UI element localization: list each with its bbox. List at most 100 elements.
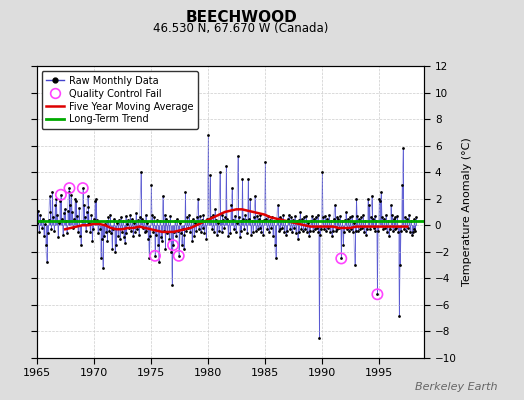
- Point: [111, 249, 119, 255]
- Point: [403, 225, 412, 231]
- Point: [409, 226, 418, 232]
- Point: [192, 227, 200, 234]
- Point: [262, 216, 270, 222]
- Point: [46, 209, 54, 215]
- Point: [63, 208, 72, 214]
- Point: [114, 233, 122, 239]
- Point: [400, 226, 408, 232]
- Point: [336, 213, 344, 219]
- Point: [351, 227, 359, 234]
- Point: [333, 226, 342, 232]
- Point: [186, 229, 194, 235]
- Y-axis label: Temperature Anomaly (°C): Temperature Anomaly (°C): [462, 138, 472, 286]
- Point: [173, 227, 182, 234]
- Point: [311, 226, 319, 232]
- Legend: Raw Monthly Data, Quality Control Fail, Five Year Moving Average, Long-Term Tren: Raw Monthly Data, Quality Control Fail, …: [41, 71, 198, 129]
- Point: [209, 212, 217, 218]
- Point: [302, 213, 310, 219]
- Point: [189, 216, 197, 222]
- Point: [73, 213, 81, 219]
- Point: [275, 214, 283, 220]
- Point: [290, 213, 299, 219]
- Point: [113, 220, 121, 226]
- Point: [193, 196, 202, 202]
- Point: [171, 218, 179, 224]
- Point: [134, 217, 142, 223]
- Point: [39, 216, 47, 222]
- Point: [387, 212, 396, 218]
- Point: [328, 233, 336, 239]
- Point: [355, 216, 364, 222]
- Point: [50, 227, 59, 234]
- Point: [366, 226, 374, 232]
- Point: [172, 233, 180, 239]
- Point: [61, 218, 70, 224]
- Point: [266, 217, 274, 223]
- Point: [135, 231, 143, 238]
- Point: [147, 182, 156, 189]
- Point: [331, 227, 340, 234]
- Point: [308, 213, 316, 219]
- Point: [159, 227, 168, 234]
- Point: [77, 242, 85, 248]
- Point: [236, 218, 245, 224]
- Point: [367, 193, 376, 199]
- Point: [360, 229, 368, 235]
- Point: [363, 226, 371, 232]
- Point: [72, 198, 80, 204]
- Point: [388, 227, 397, 234]
- Point: [267, 225, 275, 231]
- Point: [341, 217, 350, 223]
- Point: [193, 214, 201, 220]
- Point: [367, 214, 375, 220]
- Point: [97, 235, 106, 242]
- Point: [151, 253, 159, 259]
- Point: [146, 233, 155, 239]
- Point: [117, 214, 125, 220]
- Point: [118, 218, 127, 224]
- Point: [102, 218, 111, 224]
- Point: [198, 217, 206, 223]
- Point: [87, 212, 95, 218]
- Point: [190, 233, 198, 239]
- Point: [252, 227, 260, 234]
- Point: [219, 217, 227, 223]
- Point: [369, 225, 378, 231]
- Point: [309, 227, 317, 234]
- Point: [293, 235, 302, 242]
- Point: [338, 218, 346, 224]
- Point: [176, 220, 184, 226]
- Point: [331, 202, 339, 208]
- Point: [222, 162, 231, 169]
- Point: [290, 225, 298, 231]
- Point: [332, 214, 341, 220]
- Point: [133, 226, 141, 232]
- Point: [391, 214, 400, 220]
- Point: [136, 214, 144, 220]
- Point: [81, 227, 90, 234]
- Point: [168, 282, 176, 288]
- Point: [382, 212, 390, 218]
- Point: [185, 212, 193, 218]
- Point: [108, 246, 116, 252]
- Point: [36, 212, 44, 218]
- Point: [116, 235, 124, 242]
- Point: [75, 205, 83, 211]
- Point: [337, 255, 345, 262]
- Point: [105, 227, 114, 234]
- Point: [207, 214, 215, 220]
- Point: [283, 227, 291, 234]
- Point: [339, 242, 347, 248]
- Point: [71, 196, 79, 202]
- Point: [249, 214, 258, 220]
- Point: [378, 214, 386, 220]
- Point: [372, 227, 380, 234]
- Point: [337, 255, 345, 262]
- Point: [178, 226, 187, 232]
- Point: [373, 291, 381, 298]
- Point: [66, 202, 74, 208]
- Point: [49, 214, 58, 220]
- Point: [165, 235, 173, 242]
- Point: [359, 212, 367, 218]
- Point: [174, 253, 183, 259]
